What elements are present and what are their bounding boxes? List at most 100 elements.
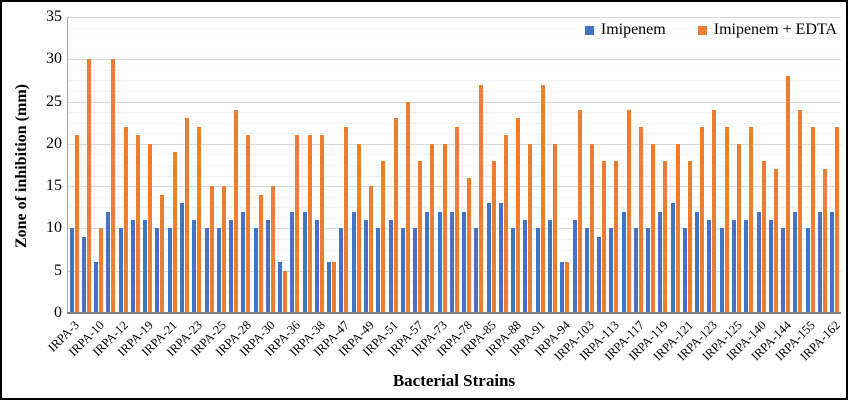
- category-slot: [326, 17, 338, 313]
- bar-imipenem-edta: [319, 135, 324, 313]
- bar-imipenem: [695, 212, 700, 313]
- bar-imipenem-edta: [295, 135, 300, 313]
- bar-imipenem-edta: [234, 110, 239, 313]
- bar-imipenem: [376, 228, 381, 313]
- bar-imipenem: [768, 220, 773, 313]
- category-slot: [730, 17, 742, 313]
- bar-imipenem: [486, 203, 491, 313]
- bar-imipenem-edta: [111, 59, 116, 313]
- bar-imipenem-edta: [246, 135, 251, 313]
- category-slot: [240, 17, 252, 313]
- bar-imipenem-edta: [430, 144, 435, 313]
- bar-imipenem: [756, 212, 761, 313]
- category-slot: [178, 17, 190, 313]
- bar-imipenem: [69, 228, 74, 313]
- bar-imipenem: [498, 203, 503, 313]
- bar-imipenem-edta: [736, 144, 741, 313]
- y-tick-label: 15: [46, 177, 62, 195]
- bar-imipenem: [658, 212, 663, 313]
- category-slot: [277, 17, 289, 313]
- category-slot: [571, 17, 583, 313]
- category-slot: [448, 17, 460, 313]
- bar-imipenem: [535, 228, 540, 313]
- category-slot: [816, 17, 828, 313]
- bar-imipenem: [253, 228, 258, 313]
- bar-imipenem: [216, 228, 221, 313]
- minor-gridline: [68, 302, 841, 304]
- bar-imipenem-edta: [761, 161, 766, 313]
- minor-gridline: [68, 38, 841, 40]
- bar-imipenem: [731, 220, 736, 313]
- bar-imipenem-edta: [491, 161, 496, 313]
- bar-imipenem-edta: [503, 135, 508, 313]
- bar-imipenem-edta: [307, 135, 312, 313]
- major-gridline: [68, 17, 841, 18]
- bar-imipenem-edta: [135, 135, 140, 313]
- bar-imipenem-edta: [516, 118, 521, 313]
- minor-gridline: [68, 112, 841, 114]
- category-slot: [718, 17, 730, 313]
- bar-imipenem: [229, 220, 234, 313]
- bar-imipenem: [327, 262, 332, 313]
- category-slot: [792, 17, 804, 313]
- minor-gridline: [68, 48, 841, 50]
- bar-imipenem: [633, 228, 638, 313]
- bar-imipenem: [241, 212, 246, 313]
- bar-imipenem: [118, 228, 123, 313]
- bar-imipenem-edta: [540, 85, 545, 313]
- bar-imipenem: [584, 228, 589, 313]
- bar-imipenem: [547, 220, 552, 313]
- bar-imipenem-edta: [283, 271, 288, 313]
- bar-imipenem-edta: [786, 76, 791, 313]
- bar-imipenem: [805, 228, 810, 313]
- bar-imipenem-edta: [74, 135, 79, 313]
- y-tick-label: 30: [46, 50, 62, 68]
- bar-imipenem-edta: [528, 144, 533, 313]
- minor-gridline: [68, 249, 841, 251]
- minor-gridline: [68, 260, 841, 262]
- category-slot: [473, 17, 485, 313]
- bar-imipenem-edta: [749, 127, 754, 313]
- legend-label-imipenem: Imipenem: [600, 21, 666, 38]
- bar-imipenem-edta: [589, 144, 594, 313]
- category-slot: [657, 17, 669, 313]
- bar-imipenem: [719, 228, 724, 313]
- category-slot: [546, 17, 558, 313]
- bar-imipenem-edta: [479, 85, 484, 313]
- bar-imipenem: [621, 212, 626, 313]
- bar-imipenem: [192, 220, 197, 313]
- category-slot: [129, 17, 141, 313]
- legend-item-imipenem-edta: Imipenem + EDTA: [697, 21, 837, 39]
- bar-imipenem-edta: [454, 127, 459, 313]
- minor-gridline: [68, 27, 841, 29]
- category-slot: [203, 17, 215, 313]
- category-slot: [669, 17, 681, 313]
- minor-gridline: [68, 207, 841, 209]
- bar-imipenem: [523, 220, 528, 313]
- bar-imipenem-edta: [467, 178, 472, 313]
- category-slot: [644, 17, 656, 313]
- category-slot: [117, 17, 129, 313]
- category-slot: [313, 17, 325, 313]
- bar-imipenem-edta: [798, 110, 803, 313]
- bar-imipenem: [646, 228, 651, 313]
- bar-imipenem: [572, 220, 577, 313]
- legend: Imipenem Imipenem + EDTA: [584, 21, 837, 39]
- bar-imipenem-edta: [185, 118, 190, 313]
- bar-imipenem: [830, 212, 835, 313]
- bar-imipenem: [106, 212, 111, 313]
- bar-imipenem: [155, 228, 160, 313]
- bar-imipenem-edta: [835, 127, 840, 313]
- minor-gridline: [68, 217, 841, 219]
- bar-imipenem-edta: [552, 144, 557, 313]
- bar-imipenem-edta: [418, 161, 423, 313]
- bar-imipenem: [302, 212, 307, 313]
- minor-gridline: [68, 80, 841, 82]
- minor-gridline: [68, 239, 841, 240]
- category-slot: [142, 17, 154, 313]
- bar-imipenem-edta: [626, 110, 631, 313]
- bar-imipenem: [339, 228, 344, 313]
- category-slot: [264, 17, 276, 313]
- category-slot: [522, 17, 534, 313]
- bar-imipenem: [609, 228, 614, 313]
